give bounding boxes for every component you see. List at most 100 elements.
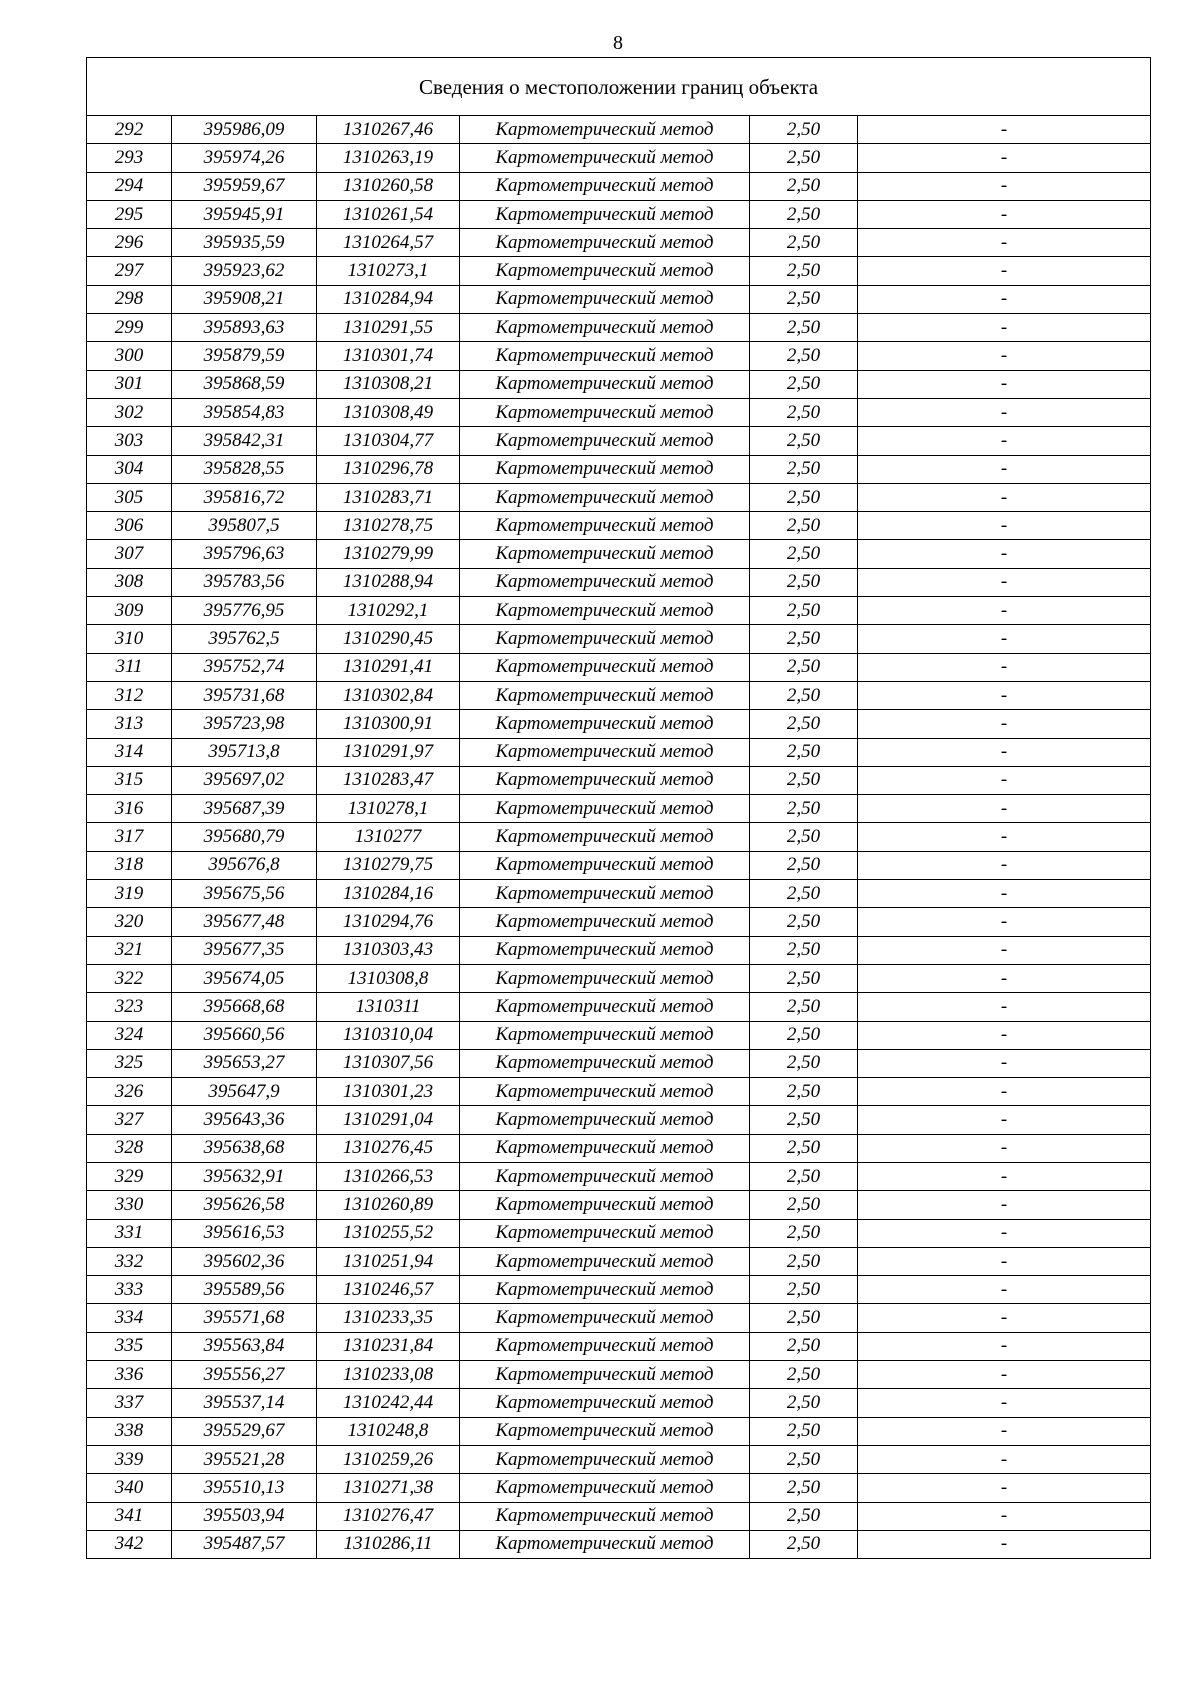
- point-number-cell: 315: [86, 765, 172, 796]
- accuracy-cell: 2,50: [749, 680, 858, 711]
- x-coordinate-cell: 395638,68: [171, 1133, 317, 1163]
- point-number-cell: 316: [86, 794, 172, 824]
- method-cell: Картометрический метод: [459, 199, 750, 230]
- description-cell: -: [856, 454, 1152, 484]
- method-cell: Картометрический метод: [459, 1161, 750, 1192]
- description-cell: -: [856, 992, 1152, 1022]
- y-coordinate-cell: 1310291,04: [316, 1105, 460, 1135]
- accuracy-cell: 2,50: [749, 454, 858, 484]
- method-cell: Картометрический метод: [459, 680, 750, 711]
- table-row: 333 395589,56 1310246,57 Картометрический м…: [86, 1275, 1152, 1305]
- accuracy-cell: 2,50: [749, 1473, 858, 1503]
- accuracy-cell: 2,50: [749, 850, 858, 881]
- method-cell: Картометрический метод: [459, 822, 750, 852]
- description-cell: -: [856, 907, 1152, 937]
- x-coordinate-cell: 395571,68: [171, 1303, 317, 1333]
- x-coordinate-cell: 395986,09: [171, 114, 317, 145]
- table-row: 315 395697,02 1310283,47 Картометрический м…: [86, 765, 1152, 796]
- method-cell: Картометрический метод: [459, 1077, 750, 1107]
- accuracy-cell: 2,50: [749, 879, 858, 909]
- accuracy-cell: 2,50: [749, 1529, 858, 1560]
- method-cell: Картометрический метод: [459, 114, 750, 145]
- accuracy-cell: 2,50: [749, 539, 858, 569]
- table-row: 327 395643,36 1310291,04 Картометрический м…: [86, 1105, 1152, 1135]
- table-row: 298 395908,21 1310284,94 Картометрический м…: [86, 284, 1152, 315]
- table-row: 328 395638,68 1310276,45 Картометрический м…: [86, 1133, 1152, 1163]
- point-number-cell: 304: [86, 454, 172, 484]
- table-row: 310 395762,5 1310290,45 Картометрический ме…: [86, 624, 1152, 654]
- method-cell: Картометрический метод: [459, 1246, 750, 1277]
- accuracy-cell: 2,50: [749, 228, 858, 258]
- table-row: 332 395602,36 1310251,94 Картометрический м…: [86, 1246, 1152, 1277]
- description-cell: -: [856, 1133, 1152, 1163]
- method-cell: Картометрический метод: [459, 1020, 750, 1050]
- accuracy-cell: 2,50: [749, 284, 858, 315]
- x-coordinate-cell: 395675,56: [171, 879, 317, 909]
- table-row: 307 395796,63 1310279,99 Картометрический м…: [86, 539, 1152, 569]
- x-coordinate-cell: 395510,13: [171, 1473, 317, 1503]
- method-cell: Картометрический метод: [459, 1444, 750, 1475]
- y-coordinate-cell: 1310284,94: [316, 284, 460, 315]
- point-number-cell: 341: [86, 1501, 172, 1531]
- description-cell: -: [856, 624, 1152, 654]
- accuracy-cell: 2,50: [749, 1218, 858, 1248]
- table-row: 342 395487,57 1310286,11 Картометрический м…: [86, 1529, 1152, 1560]
- table-row: 300 395879,59 1310301,74 Картометрический м…: [86, 341, 1152, 371]
- point-number-cell: 334: [86, 1303, 172, 1333]
- point-number-cell: 314: [86, 737, 172, 767]
- point-number-cell: 332: [86, 1246, 172, 1277]
- table-row: 336 395556,27 1310233,08 Картометрический м…: [86, 1360, 1152, 1390]
- point-number-cell: 327: [86, 1105, 172, 1135]
- description-cell: -: [856, 850, 1152, 881]
- table-row: 304 395828,55 1310296,78 Картометрический м…: [86, 454, 1152, 484]
- x-coordinate-cell: 395680,79: [171, 822, 317, 852]
- point-number-cell: 328: [86, 1133, 172, 1163]
- table-row: 296 395935,59 1310264,57 Картометрический м…: [86, 228, 1152, 258]
- y-coordinate-cell: 1310296,78: [316, 454, 460, 484]
- y-coordinate-cell: 1310301,74: [316, 341, 460, 371]
- table-row: 322 395674,05 1310308,8 Картометрический ме…: [86, 963, 1152, 994]
- description-cell: -: [856, 1416, 1152, 1446]
- y-coordinate-cell: 1310278,1: [316, 794, 460, 824]
- x-coordinate-cell: 395674,05: [171, 963, 317, 994]
- accuracy-cell: 2,50: [749, 114, 858, 145]
- table-row: 317 395680,79 1310277 Картометрический мето…: [86, 822, 1152, 852]
- y-coordinate-cell: 1310277: [316, 822, 460, 852]
- y-coordinate-cell: 1310248,8: [316, 1416, 460, 1446]
- table-row: 321 395677,35 1310303,43 Картометрический м…: [86, 935, 1152, 965]
- accuracy-cell: 2,50: [749, 1133, 858, 1163]
- table-row: 320 395677,48 1310294,76 Картометрический м…: [86, 907, 1152, 937]
- description-cell: -: [856, 426, 1152, 456]
- description-cell: -: [856, 794, 1152, 824]
- x-coordinate-cell: 395632,91: [171, 1161, 317, 1192]
- table-row: 339 395521,28 1310259,26 Картометрический м…: [86, 1444, 1152, 1475]
- accuracy-cell: 2,50: [749, 1331, 858, 1362]
- point-number-cell: 340: [86, 1473, 172, 1503]
- method-cell: Картометрический метод: [459, 1331, 750, 1362]
- y-coordinate-cell: 1310304,77: [316, 426, 460, 456]
- x-coordinate-cell: 395908,21: [171, 284, 317, 315]
- y-coordinate-cell: 1310308,21: [316, 369, 460, 399]
- accuracy-cell: 2,50: [749, 907, 858, 937]
- accuracy-cell: 2,50: [749, 1501, 858, 1531]
- x-coordinate-cell: 395660,56: [171, 1020, 317, 1050]
- method-cell: Картометрический метод: [459, 765, 750, 796]
- accuracy-cell: 2,50: [749, 1303, 858, 1333]
- description-cell: -: [856, 1048, 1152, 1079]
- y-coordinate-cell: 1310283,71: [316, 482, 460, 513]
- x-coordinate-cell: 395697,02: [171, 765, 317, 796]
- accuracy-cell: 2,50: [749, 1105, 858, 1135]
- x-coordinate-cell: 395616,53: [171, 1218, 317, 1248]
- method-cell: Картометрический метод: [459, 1388, 750, 1418]
- description-cell: -: [856, 1529, 1152, 1560]
- method-cell: Картометрический метод: [459, 1360, 750, 1390]
- point-number-cell: 296: [86, 228, 172, 258]
- y-coordinate-cell: 1310246,57: [316, 1275, 460, 1305]
- accuracy-cell: 2,50: [749, 256, 858, 286]
- y-coordinate-cell: 1310251,94: [316, 1246, 460, 1277]
- y-coordinate-cell: 1310308,8: [316, 963, 460, 994]
- table-row: 297 395923,62 1310273,1 Картометрический ме…: [86, 256, 1152, 286]
- y-coordinate-cell: 1310266,53: [316, 1161, 460, 1192]
- table-row: 338 395529,67 1310248,8 Картометрический ме…: [86, 1416, 1152, 1446]
- point-number-cell: 324: [86, 1020, 172, 1050]
